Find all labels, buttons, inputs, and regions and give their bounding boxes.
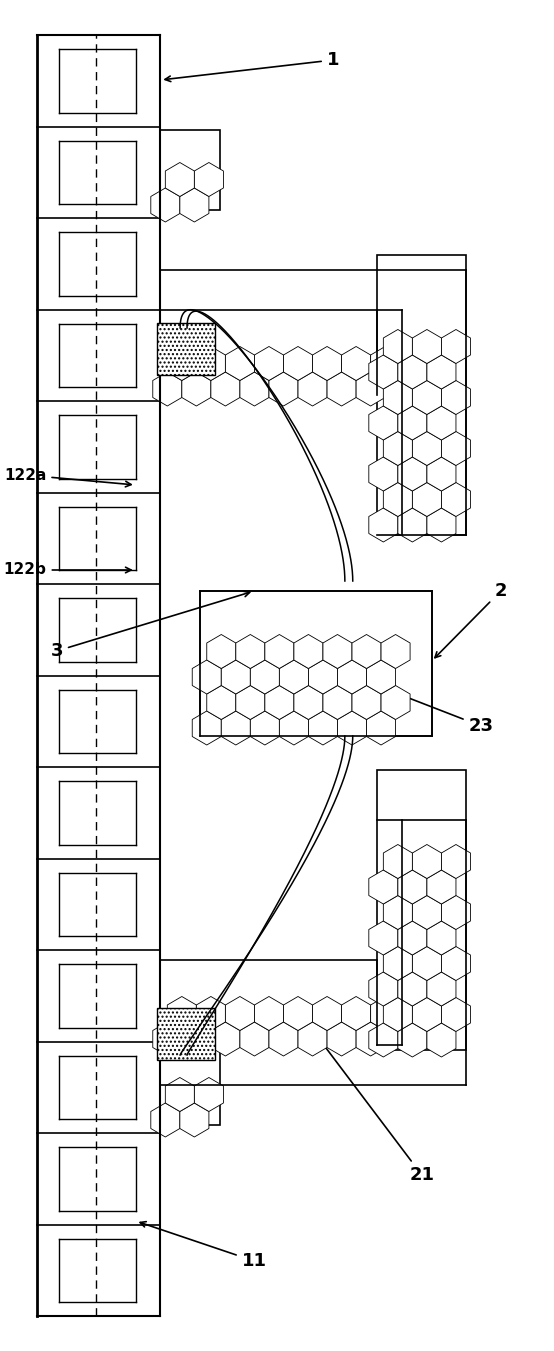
Text: 3: 3 bbox=[50, 592, 250, 661]
Bar bbox=[161, 130, 219, 209]
Text: 2: 2 bbox=[435, 582, 507, 658]
Text: 23: 23 bbox=[317, 662, 494, 735]
Bar bbox=[377, 770, 466, 1050]
Text: 22: 22 bbox=[288, 354, 424, 384]
Bar bbox=[157, 323, 214, 376]
Bar bbox=[377, 255, 466, 535]
Bar bbox=[161, 1046, 219, 1125]
Bar bbox=[200, 590, 432, 736]
Text: 122a: 122a bbox=[4, 467, 131, 486]
Bar bbox=[161, 309, 402, 394]
Text: 1: 1 bbox=[165, 51, 339, 81]
Text: 122b: 122b bbox=[4, 562, 131, 577]
Bar bbox=[157, 1008, 214, 1061]
Bar bbox=[161, 961, 402, 1046]
Text: 11: 11 bbox=[140, 1221, 266, 1270]
Text: 21: 21 bbox=[296, 1009, 434, 1183]
